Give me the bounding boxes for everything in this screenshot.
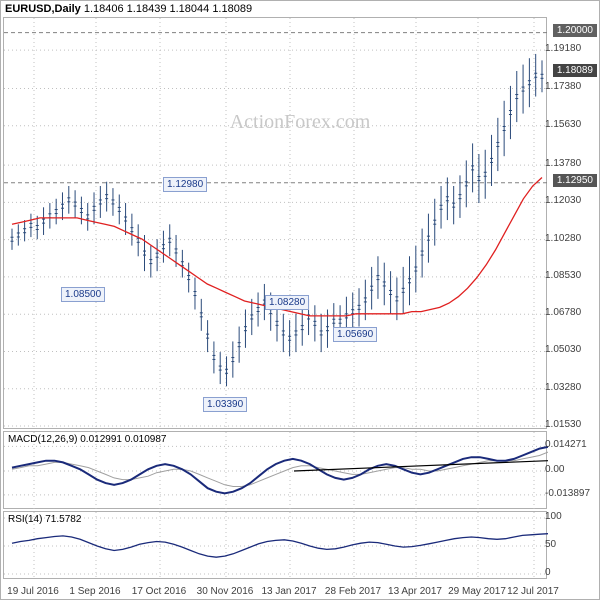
rsi-title: RSI(14) 71.5782 xyxy=(8,514,81,525)
macd-yaxis: -0.0138970.000.014271 xyxy=(545,431,597,509)
rsi-svg xyxy=(4,512,548,580)
symbol-label: EURUSD,Daily xyxy=(5,3,81,15)
watermark: ActionForex.com xyxy=(230,111,371,134)
price-marker: 1.03390 xyxy=(203,397,247,412)
price-marker: 1.08500 xyxy=(61,287,105,302)
price-panel[interactable] xyxy=(3,17,547,429)
price-yaxis: 1.015301.032801.050301.067801.085301.102… xyxy=(545,17,597,429)
x-axis: 19 Jul 20161 Sep 201617 Oct 201630 Nov 2… xyxy=(3,579,547,597)
rsi-panel[interactable]: RSI(14) 71.5782 xyxy=(3,511,547,579)
macd-panel[interactable]: MACD(12,26,9) 0.012991 0.010987 xyxy=(3,431,547,509)
price-marker: 1.08280 xyxy=(265,295,309,310)
ohlc-label: 1.18406 1.18439 1.18044 1.18089 xyxy=(84,3,252,15)
price-marker: 1.12980 xyxy=(163,177,207,192)
macd-title: MACD(12,26,9) 0.012991 0.010987 xyxy=(8,434,166,445)
price-svg xyxy=(4,18,548,430)
chart-header: EURUSD,Daily 1.18406 1.18439 1.18044 1.1… xyxy=(5,3,252,15)
rsi-yaxis: 050100 xyxy=(545,511,597,579)
forex-chart: EURUSD,Daily 1.18406 1.18439 1.18044 1.1… xyxy=(0,0,600,600)
price-marker: 1.05690 xyxy=(333,327,377,342)
